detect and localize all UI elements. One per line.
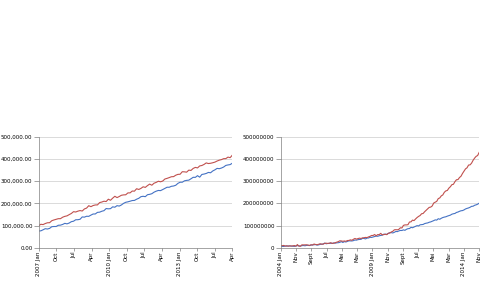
Financing MAL xyxy=(229,162,235,165)
Deposit INA xyxy=(440,193,446,197)
Deposit INA xyxy=(346,239,352,242)
Deposit MAL xyxy=(36,224,42,227)
Financing INA xyxy=(281,245,287,248)
Financing MAL xyxy=(62,222,68,225)
Financing MAL xyxy=(36,229,42,233)
Financing MAL xyxy=(197,176,203,179)
Deposit INA xyxy=(476,151,482,154)
Financing MAL xyxy=(171,184,177,188)
Financing MAL xyxy=(201,172,207,176)
Financing INA xyxy=(296,244,302,247)
Line: Deposit INA: Deposit INA xyxy=(281,152,479,246)
Deposit MAL xyxy=(229,153,235,157)
Deposit INA xyxy=(303,243,309,247)
Deposit MAL xyxy=(62,215,68,218)
Financing INA xyxy=(340,241,346,244)
Financing INA xyxy=(476,201,482,205)
Line: Deposit MAL: Deposit MAL xyxy=(39,155,232,226)
Deposit INA xyxy=(278,244,284,247)
Financing INA xyxy=(303,244,309,247)
Deposit MAL xyxy=(197,164,203,168)
Deposit MAL xyxy=(221,157,227,160)
Financing INA xyxy=(439,217,444,220)
Deposit MAL xyxy=(201,163,207,166)
Deposit INA xyxy=(293,245,299,248)
Deposit INA xyxy=(439,194,444,198)
Deposit MAL xyxy=(171,175,177,178)
Deposit MAL xyxy=(94,203,100,207)
Deposit INA xyxy=(296,245,302,248)
Line: Financing INA: Financing INA xyxy=(281,203,479,247)
Financing MAL xyxy=(94,211,100,214)
Financing INA xyxy=(346,239,352,243)
Financing MAL xyxy=(221,165,227,169)
Line: Financing MAL: Financing MAL xyxy=(39,163,232,231)
Financing INA xyxy=(440,216,446,219)
Deposit INA xyxy=(340,240,346,243)
Financing INA xyxy=(278,244,284,248)
